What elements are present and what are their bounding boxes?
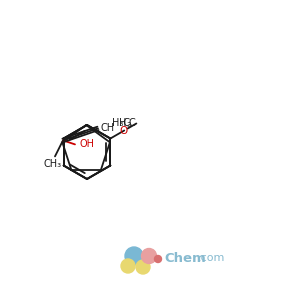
Circle shape: [154, 256, 161, 262]
Text: .com: .com: [198, 253, 225, 263]
Circle shape: [142, 248, 157, 263]
Text: CH: CH: [101, 123, 115, 134]
Text: CH₃: CH₃: [44, 159, 62, 170]
Circle shape: [136, 260, 150, 274]
Circle shape: [121, 259, 135, 273]
Text: C: C: [128, 118, 135, 128]
Text: Chem: Chem: [164, 251, 206, 265]
Text: H: H: [119, 118, 126, 128]
Text: O: O: [119, 125, 128, 136]
Text: H₃C: H₃C: [112, 118, 130, 128]
Circle shape: [125, 247, 143, 265]
Text: 3: 3: [127, 122, 131, 128]
Text: OH: OH: [80, 140, 95, 149]
